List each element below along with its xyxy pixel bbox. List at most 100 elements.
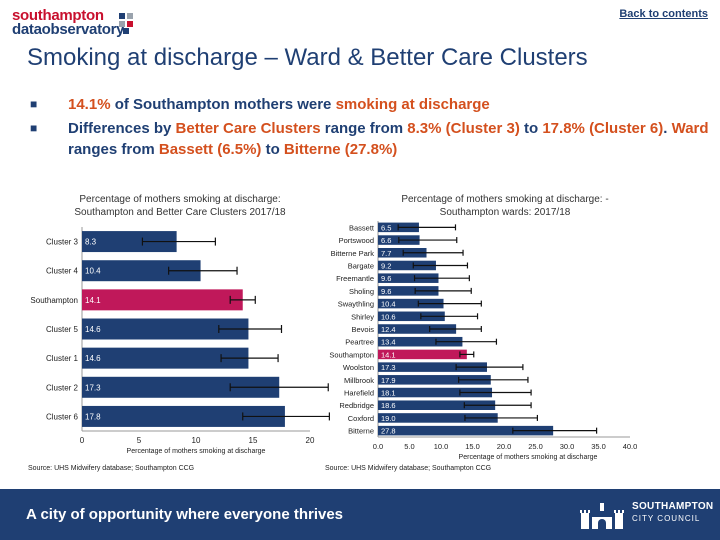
data-bar [378, 324, 457, 334]
cluster-bar-chart: Cluster 3 8.3 Cluster 4 10.4 Southampton 14.1… [30, 227, 330, 455]
x-tick-label: 10 [192, 436, 201, 445]
x-tick-label: 20 [306, 436, 315, 445]
x-tick-label: 15.0 [465, 442, 480, 451]
data-label: 14.1 [381, 350, 396, 359]
category-label: Cluster 1 [46, 354, 79, 363]
category-label: Cluster 5 [46, 325, 79, 334]
data-label: 10.4 [85, 267, 101, 276]
category-label: Portswood [339, 236, 374, 245]
data-bar [378, 298, 444, 309]
category-label: Freemantle [336, 274, 374, 283]
data-bar [378, 311, 445, 322]
bullet-text: Differences by [68, 120, 176, 137]
cluster-chart-source: Source: UHS Midwifery database; Southamp… [28, 465, 195, 472]
data-bar [82, 231, 177, 253]
page-title: Smoking at discharge – Ward & Better Car… [27, 44, 588, 71]
bullet-text: of Southampton mothers were [110, 96, 336, 113]
data-bar [82, 260, 201, 282]
footer-tagline: A city of opportunity where everyone thr… [26, 506, 344, 523]
bullet-highlight: smoking at discharge [335, 96, 490, 113]
data-label: 10.6 [381, 312, 396, 321]
data-bar [378, 425, 554, 436]
category-label: Woolston [343, 363, 374, 372]
x-tick-label: 10.0 [434, 442, 449, 451]
data-label: 12.4 [381, 325, 396, 334]
category-label: Cluster 3 [46, 238, 79, 247]
data-label: 17.8 [85, 412, 101, 421]
bullet-highlight: Bassett (6.5%) [158, 141, 262, 158]
x-tick-label: 0.0 [373, 442, 383, 451]
data-label: 18.6 [381, 401, 396, 410]
bullet-highlight: Bitterne (27.8%) [283, 141, 398, 158]
data-bar [378, 349, 467, 360]
bullet-square-icon: ■ [30, 121, 38, 135]
category-label: Bargate [348, 261, 374, 270]
data-label: 8.3 [85, 238, 97, 247]
x-tick-label: 25.0 [528, 442, 543, 451]
council-name: SOUTHAMPTON [632, 501, 714, 512]
bullet-highlight: 17.8% [542, 120, 585, 137]
bullet-highlight: 14.1% [68, 96, 111, 113]
x-tick-label: 30.0 [560, 442, 575, 451]
logo-text-southampton: southampton [12, 7, 104, 24]
data-label: 9.6 [381, 287, 391, 296]
x-tick-label: 20.0 [497, 442, 512, 451]
category-label: Millbrook [344, 376, 374, 385]
category-label: Bevois [351, 325, 374, 334]
category-label: Cluster 6 [46, 412, 79, 421]
bullet-highlight: Ward [671, 120, 709, 137]
data-bar [82, 376, 280, 398]
ward-chart-title: Percentage of mothers smoking at dischar… [355, 193, 655, 219]
bullet-highlight: Better Care Clusters [175, 120, 321, 137]
bullet-text: to [519, 120, 543, 137]
back-to-contents-link[interactable]: Back to contents [619, 8, 708, 20]
cluster-chart-title-line2: Southampton and Better Care Clusters 201… [74, 207, 286, 218]
x-tick-label: 0 [80, 436, 85, 445]
data-bar [82, 289, 243, 311]
data-bar [378, 400, 496, 410]
bullet-highlight: 8.3% (Cluster 3) [407, 120, 520, 137]
data-label: 19.0 [381, 414, 396, 423]
data-bar [378, 362, 487, 372]
x-tick-label: 5.0 [404, 442, 414, 451]
summary-bullets: ■ 14.1% of Southampton mothers were smok… [30, 94, 710, 163]
bullet-text: ranges from [68, 141, 159, 158]
x-axis-title: Percentage of mothers smoking at dischar… [459, 454, 598, 461]
data-observatory-logo: southampton dataobservatory [12, 7, 133, 37]
data-bar [378, 387, 493, 398]
data-label: 9.2 [381, 261, 391, 270]
data-label: 17.3 [85, 383, 101, 392]
cluster-chart-title: Percentage of mothers smoking at dischar… [40, 193, 320, 219]
category-label: Bitterne [348, 427, 374, 436]
category-label: Bitterne Park [331, 249, 375, 258]
category-label: Bassett [349, 223, 375, 232]
category-label: Cluster 4 [46, 267, 79, 276]
ward-chart-title-line2: Southampton wards: 2017/18 [439, 207, 571, 218]
category-label: Shirley [351, 312, 374, 321]
data-label: 27.8 [381, 427, 396, 436]
data-label: 14.6 [85, 354, 101, 363]
data-bar [82, 347, 249, 369]
category-label: Peartree [345, 338, 374, 347]
category-label: Harefield [344, 389, 374, 398]
data-bar [82, 318, 249, 340]
data-bar [378, 413, 498, 423]
data-label: 9.6 [381, 274, 391, 283]
ward-chart-source: Source: UHS Midwifery database; Southamp… [325, 465, 492, 472]
data-label: 6.6 [381, 236, 391, 245]
bullet-square-icon: ■ [30, 97, 38, 111]
data-bar [378, 260, 436, 271]
council-crest-icon [580, 503, 624, 529]
data-label: 14.6 [85, 325, 101, 334]
council-subname: CITY COUNCIL [632, 514, 701, 523]
x-tick-label: 40.0 [623, 442, 638, 451]
data-label: 17.3 [381, 363, 396, 372]
ward-chart-title-line1: Percentage of mothers smoking at dischar… [401, 194, 609, 205]
logo-mark-icon [119, 13, 133, 34]
data-label: 13.4 [381, 338, 396, 347]
data-label: 14.1 [85, 296, 101, 305]
data-bar [378, 375, 491, 385]
category-label: Southampton [329, 350, 374, 359]
category-label: Southampton [30, 296, 78, 305]
data-label: 6.5 [381, 223, 391, 232]
